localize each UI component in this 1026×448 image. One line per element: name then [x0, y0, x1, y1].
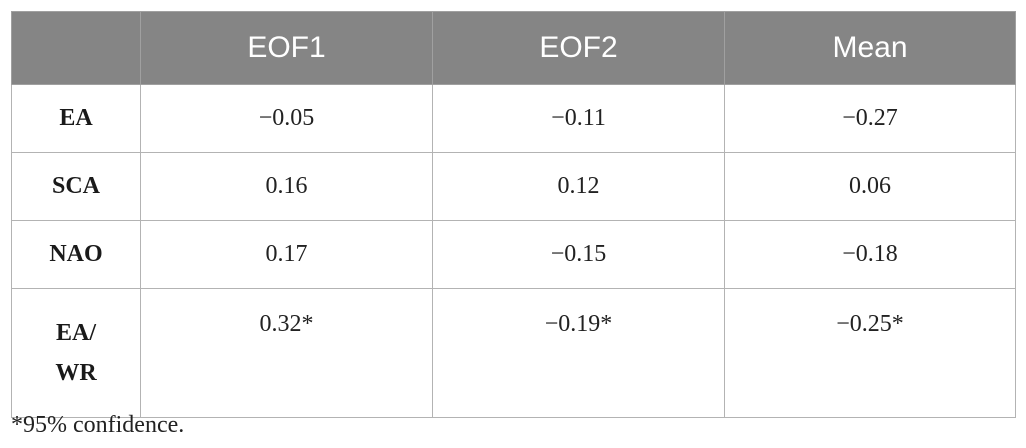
- cell-eawr-eof1: 0.32*: [140, 288, 433, 418]
- header-eof2: EOF2: [432, 11, 725, 85]
- cell-ea-eof1: −0.05: [140, 84, 433, 153]
- table-row: EA/ WR 0.32* −0.19* −0.25*: [11, 288, 1016, 418]
- row-label-ea-wr-line1: EA/: [55, 320, 96, 346]
- cell-ea-mean: −0.27: [724, 84, 1016, 153]
- row-label-ea-wr: EA/ WR: [11, 288, 141, 418]
- cell-nao-mean: −0.18: [724, 220, 1016, 289]
- header-blank-cell: [11, 11, 141, 85]
- cell-eawr-mean: −0.25*: [724, 288, 1016, 418]
- table-row: EA −0.05 −0.11 −0.27: [11, 84, 1016, 153]
- cell-nao-eof1: 0.17: [140, 220, 433, 289]
- correlation-table: EOF1 EOF2 Mean EA −0.05 −0.11 −0.27 SCA …: [11, 11, 1016, 418]
- cell-sca-eof2: 0.12: [432, 152, 725, 221]
- row-label-ea-wr-line2: WR: [55, 360, 97, 386]
- header-eof1: EOF1: [140, 11, 433, 85]
- cell-nao-eof2: −0.15: [432, 220, 725, 289]
- correlation-table-container: EOF1 EOF2 Mean EA −0.05 −0.11 −0.27 SCA …: [11, 11, 1016, 418]
- cell-sca-mean: 0.06: [724, 152, 1016, 221]
- cell-sca-eof1: 0.16: [140, 152, 433, 221]
- row-label-nao: NAO: [11, 220, 141, 289]
- table-footnote: *95% confidence.: [11, 412, 185, 438]
- cell-ea-eof2: −0.11: [432, 84, 725, 153]
- header-mean: Mean: [724, 11, 1016, 85]
- table-row: SCA 0.16 0.12 0.06: [11, 152, 1016, 221]
- row-label-sca: SCA: [11, 152, 141, 221]
- table-row: NAO 0.17 −0.15 −0.18: [11, 220, 1016, 289]
- cell-eawr-eof2: −0.19*: [432, 288, 725, 418]
- table-header-row: EOF1 EOF2 Mean: [11, 11, 1016, 85]
- row-label-ea: EA: [11, 84, 141, 153]
